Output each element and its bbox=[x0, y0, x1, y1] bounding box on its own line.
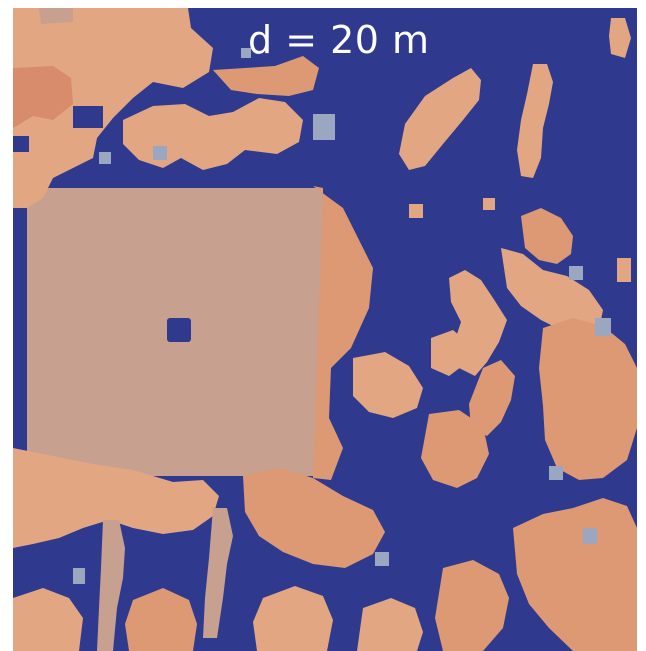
bottom-blob-1 bbox=[13, 588, 83, 651]
bottom-blob-5 bbox=[435, 560, 509, 651]
grey-patch-9 bbox=[375, 552, 389, 566]
grey-patch-7 bbox=[583, 528, 597, 544]
mid-right-blob bbox=[431, 330, 469, 376]
hole bbox=[167, 318, 191, 342]
upper-left-dark bbox=[13, 66, 73, 128]
field-map bbox=[13, 8, 637, 651]
right-chain-1 bbox=[521, 208, 573, 264]
top-tan-strip bbox=[39, 8, 73, 24]
upper-middle-blob-2 bbox=[213, 56, 319, 96]
right-large-blob bbox=[539, 318, 637, 480]
frame-left-line bbox=[12, 8, 13, 651]
upper-left-mass bbox=[13, 8, 213, 208]
distance-caption: d = 20 m bbox=[248, 18, 430, 62]
grey-patch-4 bbox=[569, 266, 583, 280]
upper-middle-blob bbox=[123, 98, 303, 170]
small-patch-1 bbox=[549, 466, 563, 480]
upper-left-notch bbox=[73, 106, 103, 128]
small-patch-5 bbox=[241, 48, 251, 58]
small-patch-2 bbox=[483, 198, 495, 210]
frame-right-line bbox=[637, 8, 638, 651]
bottom-right-blob bbox=[513, 498, 637, 651]
upper-left-notch-2 bbox=[13, 136, 29, 152]
right-chain-3 bbox=[469, 360, 515, 436]
right-chain-4 bbox=[501, 248, 603, 338]
small-patch-4 bbox=[617, 258, 631, 282]
bottom-blob-3 bbox=[253, 586, 333, 651]
bottom-blob-4 bbox=[357, 598, 423, 651]
frame-top-line bbox=[13, 7, 637, 8]
central-block-edge bbox=[313, 186, 373, 480]
grey-patch-8 bbox=[73, 568, 85, 584]
mid-right-blob-3 bbox=[421, 410, 489, 488]
lower-left-mass bbox=[13, 448, 219, 548]
grey-patch-2 bbox=[153, 146, 167, 160]
upper-right-blob-c bbox=[609, 18, 631, 58]
upper-right-blob-a bbox=[399, 68, 481, 170]
grey-patch-3 bbox=[99, 152, 111, 164]
grey-patch-5 bbox=[595, 318, 611, 336]
lower-middle-mass bbox=[243, 468, 385, 568]
lower-middle-strand bbox=[97, 520, 125, 651]
mid-right-blob-2 bbox=[353, 352, 423, 418]
grey-patch-1 bbox=[313, 114, 335, 140]
bottom-blob-2 bbox=[125, 588, 197, 651]
upper-right-blob-b bbox=[517, 64, 553, 178]
small-patch-3 bbox=[409, 204, 423, 218]
lower-strand-2 bbox=[203, 508, 233, 638]
